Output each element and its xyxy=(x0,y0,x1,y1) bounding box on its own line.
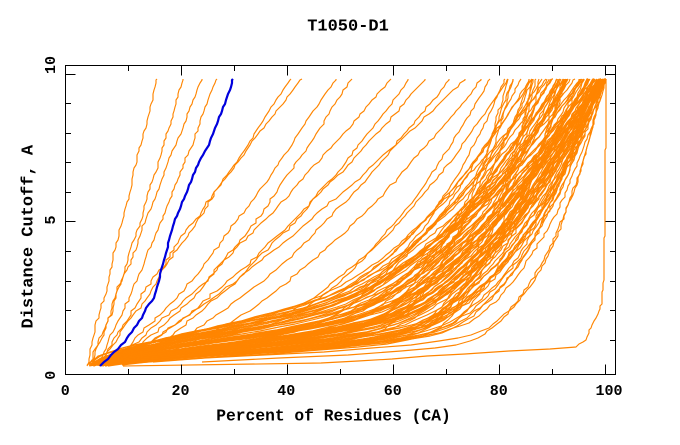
svg-text:60: 60 xyxy=(384,383,402,400)
svg-text:10: 10 xyxy=(43,56,60,74)
svg-text:T1050-D1: T1050-D1 xyxy=(307,18,389,37)
svg-text:5: 5 xyxy=(43,215,60,224)
svg-text:Percent of Residues (CA): Percent of Residues (CA) xyxy=(216,407,451,426)
svg-text:20: 20 xyxy=(171,383,189,400)
svg-text:0: 0 xyxy=(61,383,70,400)
svg-text:0: 0 xyxy=(43,371,60,380)
svg-text:Distance Cutoff, A: Distance Cutoff, A xyxy=(20,144,39,328)
svg-text:100: 100 xyxy=(595,383,622,400)
svg-text:40: 40 xyxy=(277,383,295,400)
svg-text:80: 80 xyxy=(490,383,508,400)
